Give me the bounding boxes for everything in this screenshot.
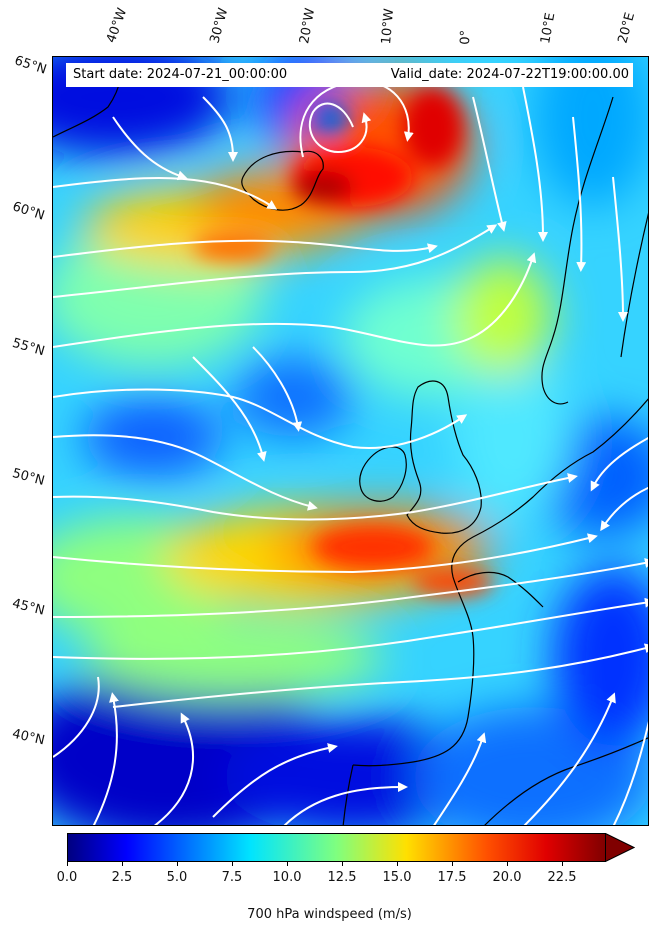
coastlines [53, 76, 648, 825]
cb-tickmark [177, 862, 178, 866]
cb-tick-label: 20.0 [492, 870, 522, 885]
cb-tickmark [67, 862, 68, 866]
cb-tickmark [507, 862, 508, 866]
cb-tick-label: 22.5 [547, 870, 577, 885]
colorbar-extend-arrow [605, 833, 635, 862]
lat-label-65n: 65°N [12, 53, 49, 78]
cb-tickmark [287, 862, 288, 866]
lon-label-10e: 10°E [538, 11, 559, 45]
start-date-text: Start date: 2024-07-21_00:00:00 [73, 67, 288, 82]
lat-label-40n: 40°N [10, 726, 47, 749]
cb-tick-label: 12.5 [327, 870, 357, 885]
cb-tick-label: 7.5 [221, 870, 243, 885]
lat-label-50n: 50°N [10, 466, 47, 489]
lat-label-60n: 60°N [10, 199, 47, 224]
lon-label-10w: 10°W [379, 7, 398, 45]
lon-label-40w: 40°W [103, 6, 131, 45]
colorbar-gradient [67, 833, 606, 862]
lon-label-20e: 20°E [615, 10, 639, 46]
date-header: Start date: 2024-07-21_00:00:00 Valid_da… [66, 63, 633, 87]
lat-label-45n: 45°N [10, 596, 47, 619]
lon-label-0: 0° [458, 29, 474, 45]
cb-tick-label: 10.0 [272, 870, 302, 885]
cb-tick-label: 0.0 [56, 870, 78, 885]
streamlines [53, 80, 648, 825]
cb-tickmark [562, 862, 563, 866]
cb-tick-label: 15.0 [382, 870, 412, 885]
map-canvas [53, 57, 648, 825]
cb-tickmark [342, 862, 343, 866]
lon-label-30w: 30°W [207, 6, 232, 45]
cb-tick-label: 17.5 [437, 870, 467, 885]
valid-date-text: Valid_date: 2024-07-22T19:00:00.00 [390, 67, 629, 82]
lon-label-20w: 20°W [297, 7, 319, 46]
cb-tick-label: 5.0 [166, 870, 188, 885]
colorbar-label: 700 hPa windspeed (m/s) [247, 907, 412, 922]
cb-tickmark [397, 862, 398, 866]
cb-tickmark [452, 862, 453, 866]
lat-label-55n: 55°N [10, 335, 47, 360]
cb-tickmark [232, 862, 233, 866]
windspeed-map [52, 56, 649, 826]
cb-tick-label: 2.5 [111, 870, 133, 885]
cb-tickmark [122, 862, 123, 866]
colorbar [67, 833, 635, 862]
